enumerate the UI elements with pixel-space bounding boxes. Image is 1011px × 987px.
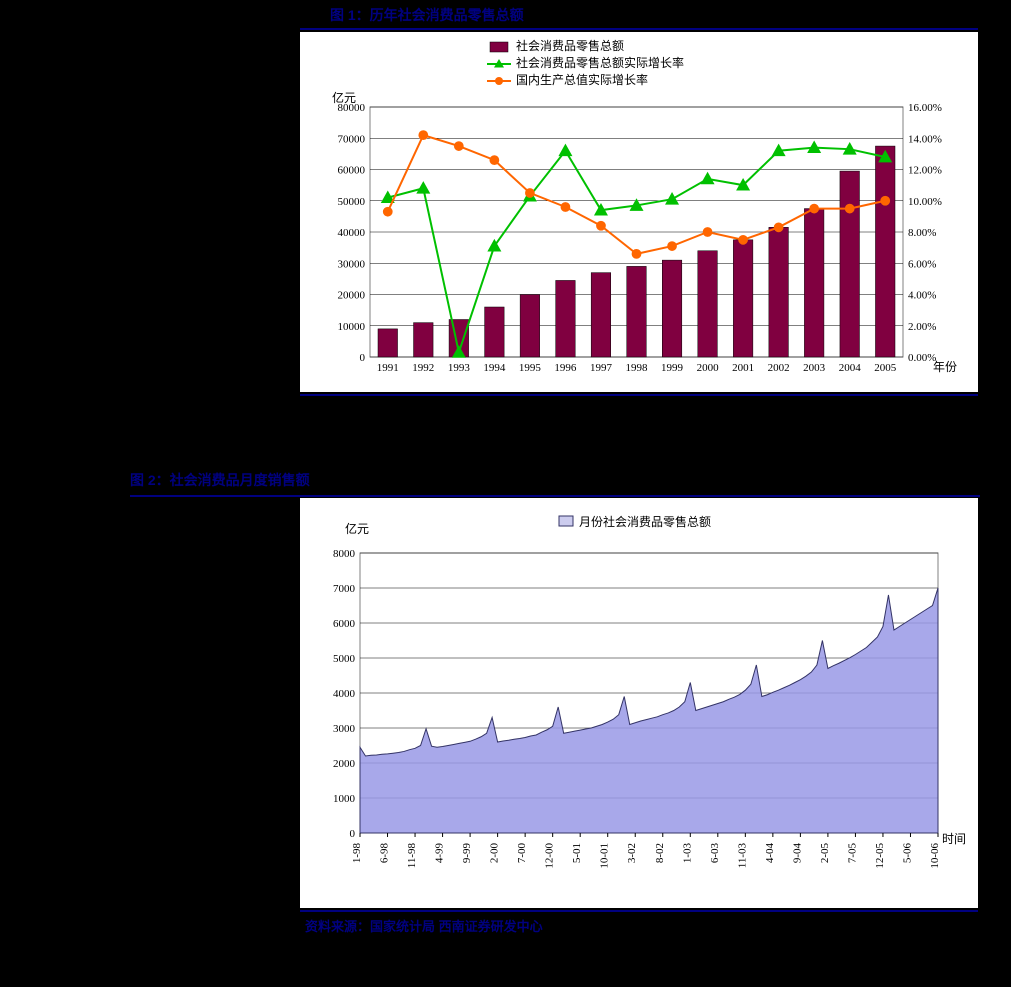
svg-text:年份: 年份 bbox=[933, 360, 957, 374]
svg-text:6000: 6000 bbox=[333, 618, 356, 630]
svg-text:亿元: 亿元 bbox=[332, 90, 356, 105]
svg-text:4-99: 4-99 bbox=[434, 843, 446, 864]
svg-text:2001: 2001 bbox=[732, 362, 754, 374]
svg-text:10-01: 10-01 bbox=[599, 843, 611, 869]
svg-text:月份社会消费品零售总额: 月份社会消费品零售总额 bbox=[579, 514, 711, 529]
figure2-title: 图 2：社会消费品月度销售额 bbox=[130, 470, 310, 490]
svg-text:2004: 2004 bbox=[839, 362, 862, 374]
svg-text:2000: 2000 bbox=[333, 758, 356, 770]
svg-text:8000: 8000 bbox=[333, 548, 356, 560]
svg-text:0: 0 bbox=[360, 352, 366, 364]
figure1-bottom-rule bbox=[300, 394, 978, 396]
svg-text:2.00%: 2.00% bbox=[908, 321, 936, 333]
svg-text:70000: 70000 bbox=[338, 133, 366, 145]
svg-text:1996: 1996 bbox=[554, 362, 577, 374]
svg-text:11-98: 11-98 bbox=[406, 843, 418, 869]
chart1-container: 0100002000030000400005000060000700008000… bbox=[300, 32, 978, 392]
svg-text:时间: 时间 bbox=[942, 832, 966, 846]
svg-text:30000: 30000 bbox=[338, 258, 366, 270]
svg-text:9-04: 9-04 bbox=[791, 843, 803, 864]
svg-text:50000: 50000 bbox=[338, 196, 366, 208]
svg-text:1993: 1993 bbox=[448, 362, 471, 374]
figure2-source: 资料来源：国家统计局 西南证券研发中心 bbox=[305, 916, 543, 935]
svg-text:5-06: 5-06 bbox=[901, 843, 913, 864]
svg-text:2005: 2005 bbox=[874, 362, 897, 374]
svg-text:1992: 1992 bbox=[412, 362, 434, 374]
svg-text:12-00: 12-00 bbox=[544, 843, 556, 869]
svg-text:1997: 1997 bbox=[590, 362, 613, 374]
figure2-top-rule bbox=[130, 495, 980, 497]
svg-text:1991: 1991 bbox=[377, 362, 399, 374]
svg-text:1-98: 1-98 bbox=[351, 843, 363, 864]
svg-text:14.00%: 14.00% bbox=[908, 133, 942, 145]
svg-text:12.00%: 12.00% bbox=[908, 165, 942, 177]
svg-text:2002: 2002 bbox=[768, 362, 790, 374]
svg-text:6-03: 6-03 bbox=[709, 843, 721, 864]
chart2-svg: 0 1000 2000 3000 4000 5000 6000 7000 8000 1-98 6-9… bbox=[300, 498, 978, 908]
svg-text:5-01: 5-01 bbox=[571, 843, 583, 863]
svg-text:9-99: 9-99 bbox=[461, 843, 473, 864]
svg-text:10000: 10000 bbox=[338, 321, 366, 333]
figure2-bottom-rule bbox=[300, 910, 978, 912]
chart1-svg: 0100002000030000400005000060000700008000… bbox=[300, 32, 978, 392]
svg-text:4.00%: 4.00% bbox=[908, 290, 936, 302]
svg-text:12-05: 12-05 bbox=[874, 843, 886, 869]
svg-text:16.00%: 16.00% bbox=[908, 102, 942, 114]
svg-text:7000: 7000 bbox=[333, 583, 356, 595]
chart2-container: 0 1000 2000 3000 4000 5000 6000 7000 8000 1-98 6-9… bbox=[300, 498, 978, 908]
svg-text:8-02: 8-02 bbox=[654, 843, 666, 863]
svg-text:1994: 1994 bbox=[483, 362, 506, 374]
svg-text:2-05: 2-05 bbox=[819, 843, 831, 864]
svg-text:社会消费品零售总额: 社会消费品零售总额 bbox=[516, 38, 624, 53]
svg-text:1995: 1995 bbox=[519, 362, 542, 374]
svg-text:6.00%: 6.00% bbox=[908, 258, 936, 270]
svg-text:2003: 2003 bbox=[803, 362, 826, 374]
svg-text:1999: 1999 bbox=[661, 362, 684, 374]
svg-text:10-06: 10-06 bbox=[929, 843, 941, 869]
svg-text:4000: 4000 bbox=[333, 688, 356, 700]
svg-text:20000: 20000 bbox=[338, 290, 366, 302]
svg-text:8.00%: 8.00% bbox=[908, 227, 936, 239]
figure1-top-rule bbox=[300, 28, 978, 30]
svg-text:5000: 5000 bbox=[333, 653, 356, 665]
svg-text:0: 0 bbox=[350, 828, 356, 840]
svg-text:40000: 40000 bbox=[338, 227, 366, 239]
svg-text:2000: 2000 bbox=[697, 362, 720, 374]
svg-text:1-03: 1-03 bbox=[681, 843, 693, 864]
svg-text:11-03: 11-03 bbox=[736, 843, 748, 869]
svg-text:6-98: 6-98 bbox=[379, 843, 391, 864]
svg-text:国内生产总值实际增长率: 国内生产总值实际增长率 bbox=[516, 72, 648, 87]
svg-text:亿元: 亿元 bbox=[345, 521, 369, 536]
svg-text:1998: 1998 bbox=[626, 362, 649, 374]
svg-text:10.00%: 10.00% bbox=[908, 196, 942, 208]
svg-text:3-02: 3-02 bbox=[626, 843, 638, 863]
figure1-title: 图 1：历年社会消费品零售总额 bbox=[330, 5, 524, 25]
svg-text:社会消费品零售总额实际增长率: 社会消费品零售总额实际增长率 bbox=[516, 55, 684, 70]
svg-text:60000: 60000 bbox=[338, 165, 366, 177]
svg-text:1000: 1000 bbox=[333, 793, 356, 805]
svg-text:4-04: 4-04 bbox=[764, 843, 776, 864]
svg-text:3000: 3000 bbox=[333, 723, 356, 735]
svg-text:2-00: 2-00 bbox=[489, 843, 501, 864]
svg-text:7-00: 7-00 bbox=[516, 843, 528, 864]
svg-text:7-05: 7-05 bbox=[846, 843, 858, 864]
